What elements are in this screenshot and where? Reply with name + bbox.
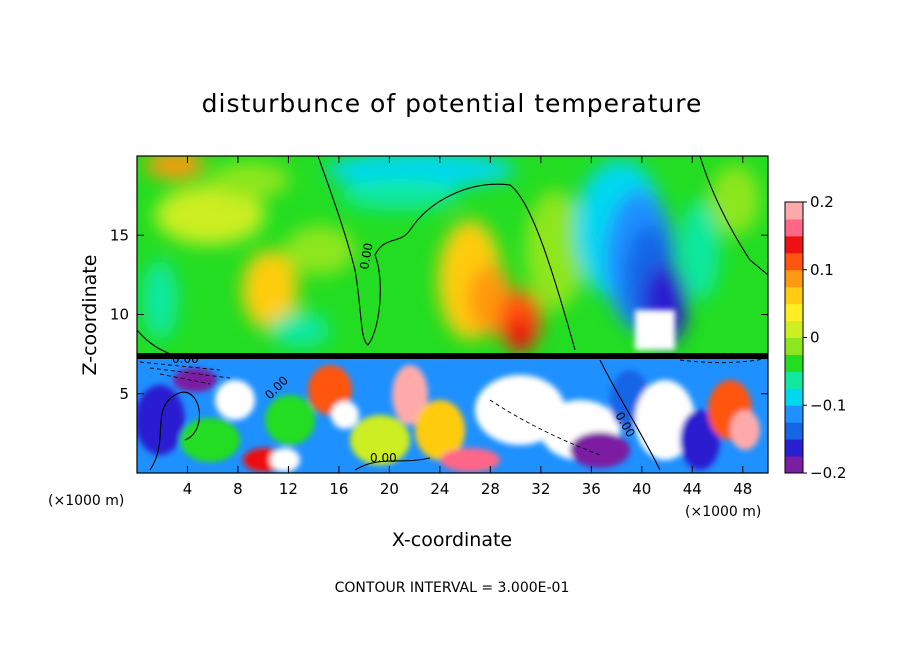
x-tick-label: 40 <box>632 480 651 498</box>
colorbar-swatch <box>785 286 803 305</box>
x-tick-label: 20 <box>380 480 399 498</box>
x-tick-label: 12 <box>279 480 298 498</box>
contour-label-3: 0.00 <box>370 451 397 465</box>
colorbar-swatch <box>785 337 803 355</box>
colorbar-swatch <box>785 422 803 440</box>
contour-label-0: 0.00 <box>172 352 199 366</box>
y-tick-label: 5 <box>119 385 129 403</box>
colorbar-swatch <box>785 439 803 457</box>
colorbar-tick-label: −0.1 <box>810 396 846 414</box>
y-tick-label: 10 <box>110 306 129 324</box>
colorbar-tick-label: −0.2 <box>810 464 846 482</box>
colorbar-swatch <box>785 202 803 220</box>
colorbar-swatch <box>785 235 803 254</box>
x-tick-label: 28 <box>481 480 500 498</box>
x-tick-label: 44 <box>683 480 702 498</box>
chart-title: disturbunce of potential temperature <box>202 89 703 118</box>
x-tick-label: 32 <box>531 480 550 498</box>
y-axis-label: Z-coordinate <box>79 255 101 376</box>
colorbar-swatch <box>785 269 803 288</box>
colorbar-swatch <box>785 252 803 271</box>
colorbar-swatch <box>785 354 803 372</box>
colorbar-swatch <box>785 388 803 406</box>
x-tick-label: 36 <box>582 480 601 498</box>
contour-interval: CONTOUR INTERVAL = 3.000E-01 <box>335 580 570 596</box>
colorbar-swatch <box>785 303 803 322</box>
x-tick-label: 48 <box>733 480 752 498</box>
x-tick-label: 24 <box>430 480 449 498</box>
x-tick-label: 8 <box>233 480 243 498</box>
colorbar-swatch <box>785 371 803 389</box>
colorbar-swatch <box>785 218 803 237</box>
y-tick-label: 15 <box>110 226 129 244</box>
x-axis-label: X-coordinate <box>392 529 512 551</box>
x-unit-left: (×1000 m) <box>48 493 124 509</box>
colorbar: 0.2 0.1 0 −0.1 −0.2 <box>784 193 846 482</box>
contour-label-1: 0.00 <box>357 242 375 271</box>
x-tick-label: 4 <box>183 480 193 498</box>
colorbar-swatch <box>785 405 803 423</box>
x-axis: 4 8 12 16 20 24 28 32 36 40 44 48 <box>183 156 752 498</box>
colorbar-swatch <box>785 456 803 474</box>
x-unit-right: (×1000 m) <box>685 504 761 520</box>
colorbar-tick-label: 0 <box>810 329 820 347</box>
plot-area: 0.00 0.00 0.00 0.00 0.00 <box>137 156 768 473</box>
colorbar-tick-label: 0.2 <box>810 193 834 211</box>
x-tick-label: 16 <box>329 480 348 498</box>
y-axis: 5 10 15 <box>110 226 768 403</box>
colorbar-tick-label: 0.1 <box>810 261 834 279</box>
colorbar-swatch <box>785 320 803 338</box>
